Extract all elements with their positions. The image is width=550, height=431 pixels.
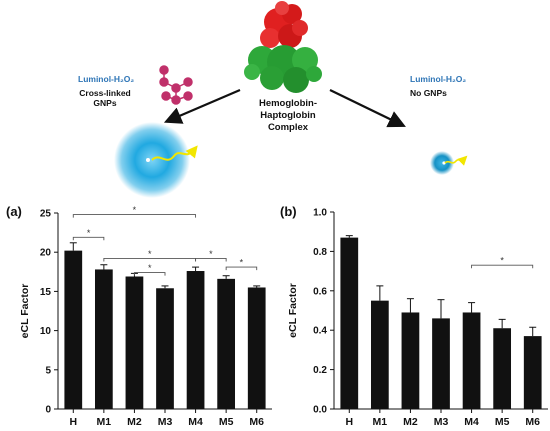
y-tick-label: 0.0 — [313, 405, 327, 416]
left-condition-label: Cross-linked GNPs — [74, 88, 136, 108]
y-tick-label: 10 — [40, 326, 52, 337]
y-tick-label: 25 — [40, 209, 52, 220]
bar-h — [64, 250, 83, 409]
bar-m6 — [247, 287, 266, 409]
y-tick-label: 0.2 — [313, 365, 327, 376]
weak-emission-glow-icon — [430, 151, 468, 175]
complex-line3: Complex — [267, 122, 309, 133]
panel-a-label: (a) — [6, 204, 22, 219]
x-tick-label: H — [345, 416, 353, 428]
bar-m2 — [401, 312, 420, 409]
chart-b: 0.0 0.2 0.4 0.6 0.8 1.0 eCL Factor H M1 M2 M3 M4 M5 M… — [287, 208, 548, 428]
x-tick-label: H — [69, 416, 77, 428]
right-arrow-icon — [329, 89, 406, 128]
y-tick-label: 0 — [45, 405, 51, 416]
bar-m4 — [186, 271, 205, 409]
y-tick-label: 0.6 — [313, 286, 327, 297]
x-tick-label: M3 — [158, 416, 173, 428]
significance-bracket — [225, 266, 258, 271]
bar-m3 — [156, 288, 174, 409]
y-tick-label: 15 — [40, 287, 52, 298]
chart-a: 0 5 10 15 20 25 eCL Factor H M1 M2 M3 M4 M5 M6 * * * * * * — [19, 205, 272, 428]
x-tick-label: M1 — [373, 416, 388, 428]
significance-star: * — [133, 205, 137, 215]
schematic-graphics — [114, 1, 468, 198]
y-tick-label: 0.4 — [313, 326, 327, 337]
x-tick-label: M2 — [127, 416, 142, 428]
x-tick-label: M5 — [219, 416, 234, 428]
complex-label: Hemoglobin- Haptoglobin Complex — [238, 98, 338, 134]
significance-star: * — [87, 228, 91, 238]
y-tick-label: 1.0 — [313, 208, 327, 219]
significance-star: * — [209, 249, 213, 259]
hemoglobin-icon — [260, 1, 308, 48]
protein-complex-icon — [244, 1, 322, 93]
right-reagent-label: Luminol-H₂O₂ — [410, 74, 467, 84]
x-tick-label: M4 — [464, 416, 479, 428]
strong-emission-glow-icon — [114, 122, 198, 198]
x-tick-label: M6 — [525, 416, 540, 428]
x-tick-label: M3 — [434, 416, 449, 428]
significance-bracket — [195, 258, 227, 262]
significance-bracket — [133, 272, 166, 276]
bar-m2 — [125, 276, 144, 409]
bar-m1 — [94, 269, 113, 409]
x-tick-label: M6 — [249, 416, 264, 428]
left-condition-line2: GNPs — [93, 98, 117, 108]
left-condition-line1: Cross-linked — [79, 88, 131, 98]
x-tick-label: M4 — [188, 416, 203, 428]
bar-h — [340, 237, 359, 409]
left-arrow-icon — [163, 88, 241, 124]
significance-star: * — [500, 256, 504, 266]
haptoglobin-icon — [244, 45, 322, 93]
x-tick-label: M5 — [495, 416, 510, 428]
significance-bracket — [72, 214, 197, 218]
y-tick-label: 20 — [40, 248, 52, 259]
complex-line2: Haptoglobin — [260, 110, 316, 121]
significance-bracket — [72, 236, 105, 241]
right-condition-label: No GNPs — [410, 88, 447, 98]
left-reagent-label: Luminol-H₂O₂ — [78, 74, 135, 84]
bar-m5 — [217, 278, 236, 409]
panel-b-label: (b) — [280, 204, 297, 219]
complex-line1: Hemoglobin- — [258, 98, 318, 109]
y-axis-title: eCL Factor — [287, 283, 299, 338]
y-tick-label: 0.8 — [313, 247, 327, 258]
gnp-cluster-icon — [159, 65, 193, 105]
x-tick-label: M2 — [403, 416, 418, 428]
y-tick-label: 5 — [45, 365, 51, 376]
x-tick-label: M1 — [97, 416, 112, 428]
bar-m4 — [462, 312, 481, 409]
significance-bracket — [471, 264, 534, 269]
significance-star: * — [240, 258, 244, 268]
bar-m5 — [493, 328, 512, 409]
y-axis-title: eCL Factor — [19, 284, 31, 339]
bar-m6 — [523, 336, 542, 409]
bar-m1 — [370, 300, 389, 409]
significance-star: * — [148, 249, 152, 259]
significance-star: * — [148, 263, 152, 273]
bar-m3 — [432, 318, 450, 409]
